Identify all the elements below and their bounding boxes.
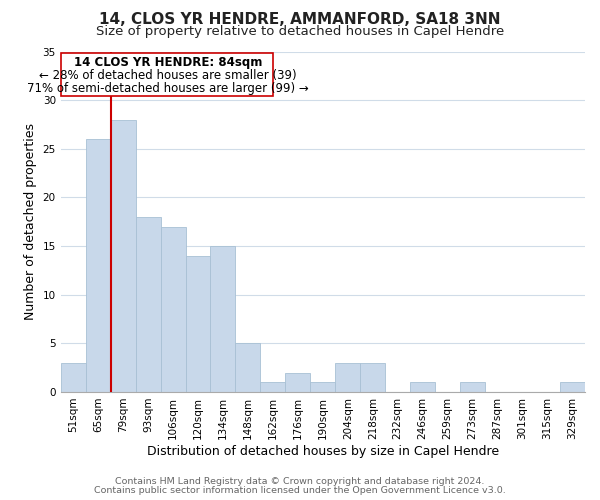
Bar: [235, 344, 260, 392]
Bar: [360, 363, 385, 392]
Text: Size of property relative to detached houses in Capel Hendre: Size of property relative to detached ho…: [96, 25, 504, 38]
Y-axis label: Number of detached properties: Number of detached properties: [24, 123, 37, 320]
Text: Contains HM Land Registry data © Crown copyright and database right 2024.: Contains HM Land Registry data © Crown c…: [115, 477, 485, 486]
X-axis label: Distribution of detached houses by size in Capel Hendre: Distribution of detached houses by size …: [147, 444, 499, 458]
Bar: [161, 226, 185, 392]
Text: 71% of semi-detached houses are larger (99) →: 71% of semi-detached houses are larger (…: [27, 82, 309, 94]
Bar: [110, 120, 136, 392]
Text: 14 CLOS YR HENDRE: 84sqm: 14 CLOS YR HENDRE: 84sqm: [74, 56, 262, 69]
Text: ← 28% of detached houses are smaller (39): ← 28% of detached houses are smaller (39…: [39, 69, 297, 82]
Text: Contains public sector information licensed under the Open Government Licence v3: Contains public sector information licen…: [94, 486, 506, 495]
Bar: [61, 363, 86, 392]
Bar: [86, 139, 110, 392]
Bar: [260, 382, 286, 392]
Bar: [310, 382, 335, 392]
Bar: [286, 372, 310, 392]
Bar: [211, 246, 235, 392]
Bar: [335, 363, 360, 392]
FancyBboxPatch shape: [61, 53, 274, 96]
Bar: [410, 382, 435, 392]
Bar: [460, 382, 485, 392]
Bar: [185, 256, 211, 392]
Bar: [560, 382, 585, 392]
Bar: [136, 217, 161, 392]
Text: 14, CLOS YR HENDRE, AMMANFORD, SA18 3NN: 14, CLOS YR HENDRE, AMMANFORD, SA18 3NN: [99, 12, 501, 28]
